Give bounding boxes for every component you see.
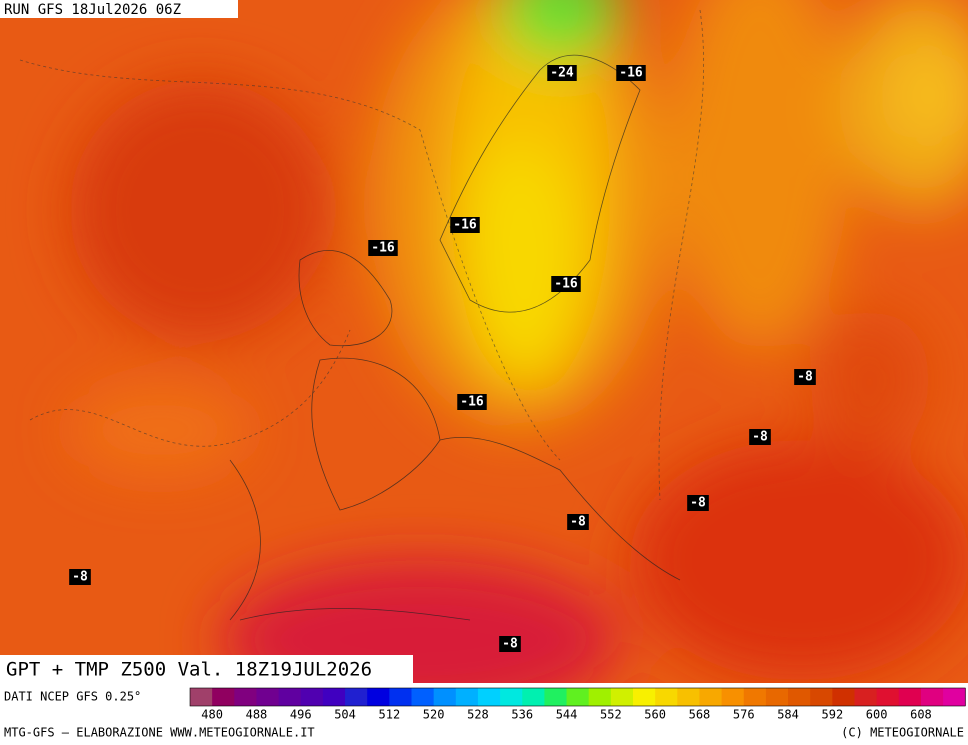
colorbar-label: 536 bbox=[511, 708, 533, 722]
colorbar-frame bbox=[189, 687, 966, 707]
colorbar-swatch bbox=[765, 688, 789, 706]
contour-label: -8 bbox=[502, 637, 518, 652]
colorbar-swatch bbox=[256, 688, 280, 706]
run-label: RUN GFS 18Jul2026 06Z bbox=[4, 2, 181, 18]
colorbar-swatch bbox=[743, 688, 767, 706]
contour-label-box bbox=[687, 495, 709, 511]
contour-label-box bbox=[749, 429, 771, 445]
colorbar-label: 528 bbox=[467, 708, 489, 722]
colorbar-swatch bbox=[455, 688, 479, 706]
colorbar-swatch bbox=[322, 688, 346, 706]
contour-label: -16 bbox=[619, 66, 643, 81]
colorbar-swatch bbox=[699, 688, 723, 706]
colorbar-swatch bbox=[411, 688, 435, 706]
colorbar-swatch bbox=[278, 688, 302, 706]
colorbar-swatch bbox=[477, 688, 501, 706]
colorbar-swatch bbox=[677, 688, 700, 706]
map-title: GPT + TMP Z500 Val. 18Z19JUL2026 bbox=[6, 659, 372, 681]
contour-label: -8 bbox=[690, 496, 706, 511]
colorbar-label: 592 bbox=[822, 708, 844, 722]
colorbar-label: 512 bbox=[379, 708, 401, 722]
contour-label: -16 bbox=[371, 241, 395, 256]
colorbar-swatch bbox=[190, 688, 213, 706]
contour-label-box bbox=[457, 394, 487, 410]
colorbar-swatch bbox=[588, 688, 612, 706]
coastlines bbox=[229, 54, 681, 621]
colorbar-label: 576 bbox=[733, 708, 755, 722]
title-box bbox=[0, 655, 413, 683]
colorbar-swatch bbox=[544, 688, 568, 706]
colorbar-swatch bbox=[566, 688, 590, 706]
colorbar: 480 488 496 504 512 520 528 536 544 552 560 568 576 5… bbox=[189, 687, 966, 722]
colorbar-swatch bbox=[234, 688, 257, 706]
colorbar-label: 544 bbox=[556, 708, 578, 722]
colorbar-swatch bbox=[300, 688, 324, 706]
colorbar-label: 600 bbox=[866, 708, 888, 722]
colorbar-swatch bbox=[721, 688, 745, 706]
legend-source: DATI NCEP GFS 0.25° bbox=[4, 690, 141, 704]
contour-label: -8 bbox=[72, 570, 88, 585]
colorbar-label: 488 bbox=[246, 708, 268, 722]
colorbar-swatch bbox=[633, 688, 656, 706]
contour-label-box bbox=[368, 240, 398, 256]
colorbar-swatch bbox=[898, 688, 922, 706]
isotherms bbox=[19, 9, 705, 501]
contour-label-box bbox=[551, 276, 581, 292]
contour-labels: -24 -16 -16 -16 -16 -16 -8 -8 -8 -8 -8 -8 bbox=[69, 65, 816, 652]
colorbar-swatch bbox=[212, 688, 235, 706]
colorbar-swatch bbox=[920, 688, 944, 706]
colorbar-label: 608 bbox=[910, 708, 932, 722]
colorbar-label: 480 bbox=[201, 708, 223, 722]
colorbar-swatch bbox=[832, 688, 855, 706]
colorbar-label: 552 bbox=[600, 708, 622, 722]
contour-label-box bbox=[567, 514, 589, 530]
contour-label-box bbox=[450, 217, 480, 233]
colorbar-swatch bbox=[389, 688, 412, 706]
colorbar-label: 560 bbox=[644, 708, 666, 722]
height-field bbox=[0, 0, 968, 683]
colorbar-swatch bbox=[655, 688, 678, 706]
contour-label: -8 bbox=[570, 515, 586, 530]
contour-label-box bbox=[499, 636, 521, 652]
colorbar-swatch bbox=[854, 688, 878, 706]
contour-label: -8 bbox=[797, 370, 813, 385]
colorbar-swatch bbox=[433, 688, 457, 706]
colorbar-swatch bbox=[610, 688, 634, 706]
footer-left: MTG-GFS – ELABORAZIONE WWW.METEOGIORNALE… bbox=[4, 726, 315, 740]
contour-label-box bbox=[794, 369, 816, 385]
colorbar-swatch bbox=[345, 688, 368, 706]
contour-label: -24 bbox=[550, 66, 574, 81]
contour-label: -16 bbox=[453, 218, 477, 233]
colorbar-swatch bbox=[367, 688, 390, 706]
colorbar-swatch bbox=[943, 688, 966, 706]
colorbar-label: 504 bbox=[334, 708, 356, 722]
colorbar-label: 496 bbox=[290, 708, 312, 722]
colorbar-swatch bbox=[876, 688, 900, 706]
contour-label-box bbox=[547, 65, 577, 81]
contour-label: -8 bbox=[752, 430, 768, 445]
contour-label: -16 bbox=[554, 277, 578, 292]
contour-label-box bbox=[69, 569, 91, 585]
run-box bbox=[0, 0, 238, 18]
colorbar-swatch bbox=[522, 688, 545, 706]
colorbar-swatch bbox=[788, 688, 811, 706]
contour-label: -16 bbox=[460, 395, 484, 410]
colorbar-label: 584 bbox=[777, 708, 799, 722]
colorbar-label: 568 bbox=[689, 708, 711, 722]
colorbar-swatch bbox=[500, 688, 523, 706]
contour-label-box bbox=[616, 65, 646, 81]
footer-right: (C) METEOGIORNALE bbox=[841, 726, 964, 740]
colorbar-swatch bbox=[810, 688, 833, 706]
colorbar-label: 520 bbox=[423, 708, 445, 722]
